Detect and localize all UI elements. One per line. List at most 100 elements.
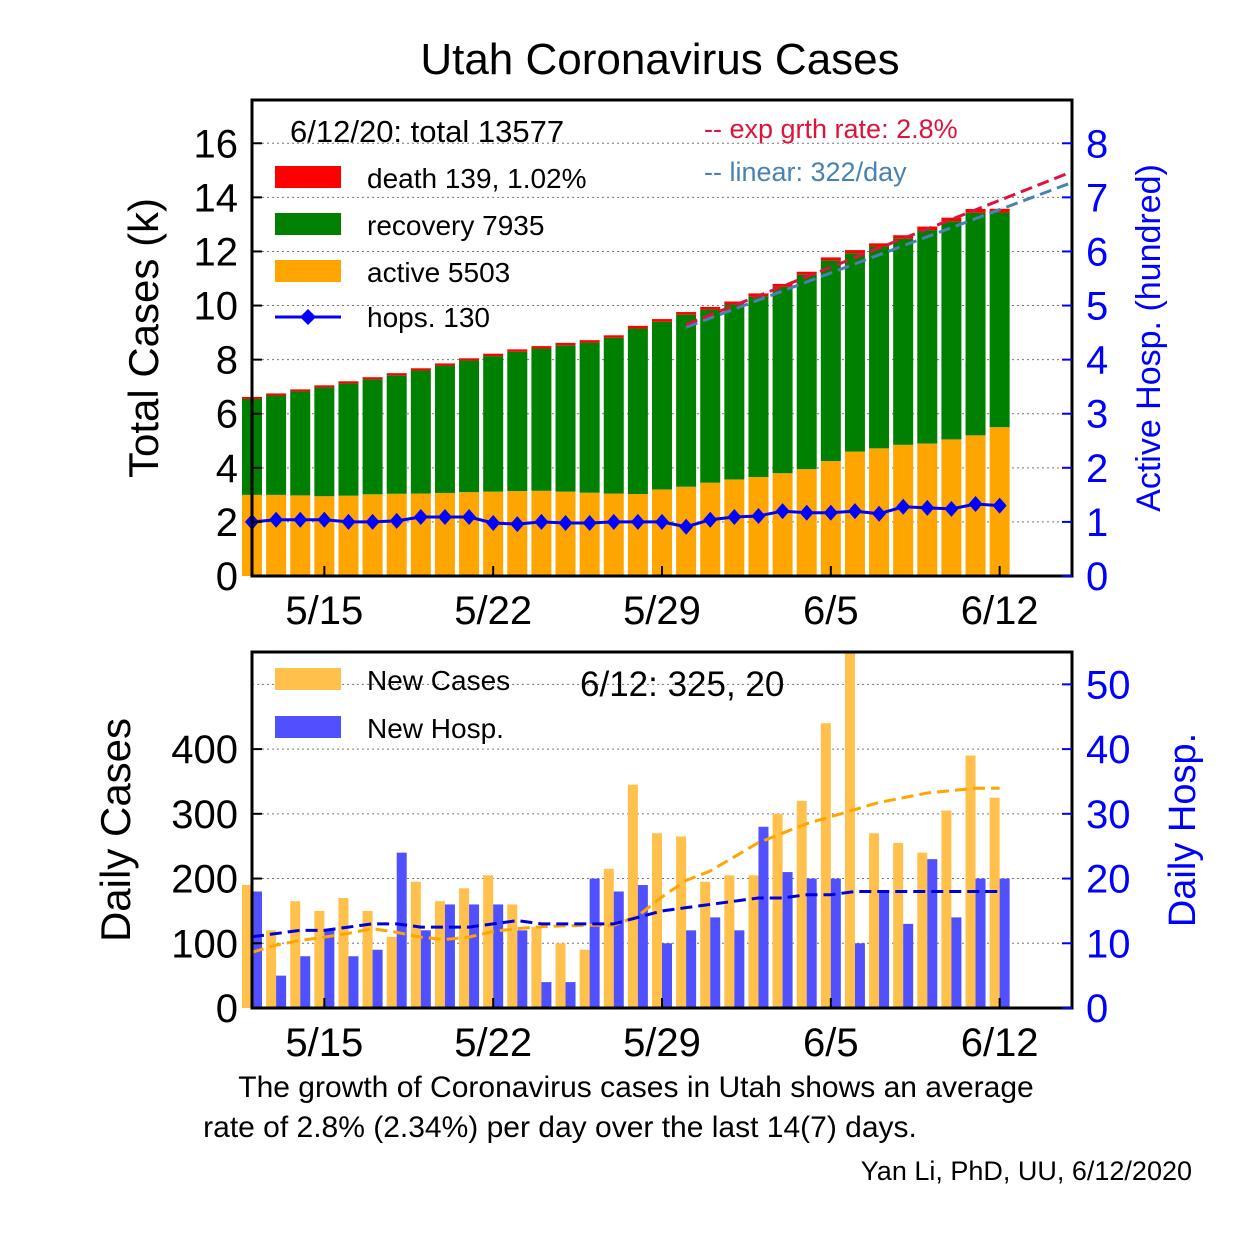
new-cases-bar [242,885,252,1008]
active-bar [410,493,431,576]
hosp-marker [558,514,573,531]
new-cases-bar [434,901,445,1008]
new-cases-bar [941,810,952,1008]
active-bar [772,473,793,576]
new-cases-bar [820,723,831,1008]
legend-death-swatch [275,166,341,188]
hosp-marker [437,509,452,526]
y-tick-label: 400 [171,728,238,772]
new-cases-bar [386,936,397,1008]
y2-tick-label: 30 [1086,793,1131,837]
x-tick-label: 5/29 [623,1021,701,1065]
recovery-bar [652,321,672,490]
new-cases-bar [627,784,638,1008]
y-tick-label: 16 [194,122,239,166]
legend-active-label: active 5503 [367,257,510,288]
caption-line-1: The growth of Coronavirus cases in Utah … [238,1071,1033,1104]
new-hosp-bar [469,904,480,1008]
recovery-bar [531,348,552,491]
hosp-marker [968,496,983,513]
recovery-bar [893,238,914,445]
death-bar [869,243,890,247]
linear-fit-line [685,181,1073,329]
new-cases-bar [290,901,301,1008]
death-bar [266,393,287,396]
y-tick-label: 0 [216,987,238,1031]
bottom-average-lines [251,786,1000,954]
y2-tick-label: 7 [1086,176,1108,220]
active-bar [796,469,817,576]
recovery-bar [266,395,287,495]
new-cases-bar [483,875,494,1008]
y-tick-label: 6 [216,393,238,437]
hosp-marker [365,513,380,530]
x-tick-label: 6/12 [961,589,1039,633]
new-hosp-bar [903,923,914,1008]
new-cases-bar [410,881,421,1008]
recovery-bar [844,253,865,452]
recovery-bar [965,212,986,436]
new-cases-bar [507,904,518,1008]
recovery-bar [386,375,407,494]
bottom-axes: 5/15 5/22 5/29 6/5 6/12 0 100 200 300 400 0 10 20 30 4… [171,663,1130,1065]
recovery-bar [459,360,480,493]
top-y2-axis-label: Active Hosp. (hundred) [1130,164,1168,512]
active-bar [483,491,504,576]
new-hosp-bar [324,930,335,1008]
new-hosp-bar [444,904,455,1008]
new-hosp-bar [806,878,817,1008]
new-hosp-bar [517,930,528,1008]
x-tick-label: 5/15 [285,1021,363,1065]
new-cases-bar [266,930,277,1008]
death-bar [362,377,383,380]
new-cases-bar [965,755,976,1008]
new-hosp-bar [613,891,624,1008]
hosp-marker [317,511,332,528]
recovery-bar [579,342,600,493]
active-bar [459,492,480,576]
hosp-marker [751,507,766,524]
death-bar [386,373,407,376]
active-bar [555,491,576,576]
new-cases-bar [579,949,590,1008]
y-tick-label: 4 [216,447,238,491]
new-cases-bar [844,652,855,1008]
recovery-bar [603,337,624,494]
recovery-bar [434,365,455,493]
y-tick-label: 14 [194,176,239,220]
y-tick-label: 200 [171,858,238,902]
y2-tick-label: 3 [1086,393,1108,437]
death-bar [724,301,745,305]
y2-tick-label: 20 [1086,858,1131,902]
exp-fit-label: -- exp grth rate: 2.8% [704,114,958,144]
new-cases-bar [362,910,373,1008]
recovery-bar [483,356,504,492]
new-hosp-bar [276,975,287,1008]
y2-tick-label: 0 [1086,987,1108,1031]
legend-new-cases-swatch [275,668,341,690]
death-bar [459,358,480,361]
new-hosp-bar [420,930,431,1008]
bottom-y2-axis-label: Daily Hosp. [1162,733,1204,927]
recovery-bar [869,246,890,449]
new-cases-bar [772,813,783,1008]
hosp-marker [944,500,959,517]
death-bar [772,283,793,287]
y-tick-label: 8 [216,339,238,383]
y2-tick-label: 1 [1086,501,1108,545]
recovery-bar [676,314,697,487]
active-bar [700,482,721,576]
new-hosp-bar [589,878,600,1008]
y2-tick-label: 0 [1086,555,1108,599]
new-hosp-bar [686,930,697,1008]
new-hosp-bar [637,885,648,1008]
new-hosp-bar [734,930,745,1008]
hosp-marker [727,509,742,526]
y-tick-label: 0 [216,555,238,599]
new-hosp-bar [710,917,721,1008]
top-fit-lines [685,170,1073,329]
hosp-marker [703,511,718,528]
legend-new-hosp-swatch [275,716,341,738]
recovery-bar [724,304,745,480]
hosp-marker [896,498,911,515]
